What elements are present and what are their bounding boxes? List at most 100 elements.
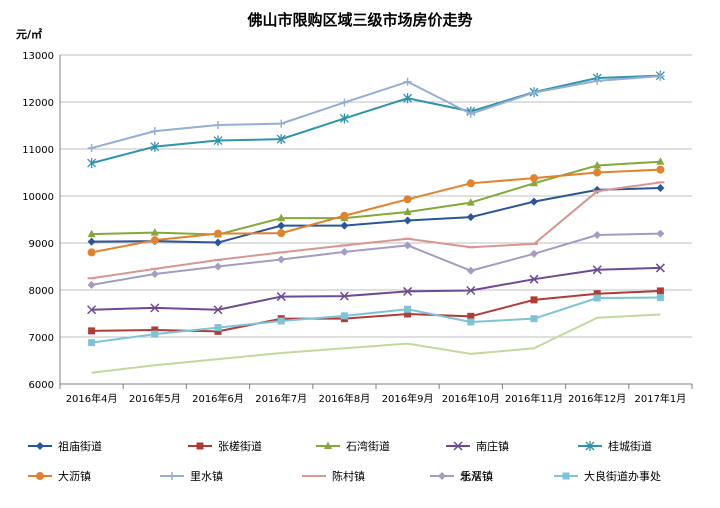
legend-marker: [438, 472, 446, 480]
x-tick-label: 2016年7月: [255, 392, 307, 405]
data-point: [403, 207, 412, 215]
data-point: [656, 157, 665, 165]
series-9: [91, 313, 661, 374]
legend-item: 大沥镇: [28, 469, 91, 483]
x-tick-label: 2016年4月: [66, 392, 118, 405]
series-line: [91, 296, 661, 344]
data-point: [340, 98, 349, 107]
data-point: [403, 241, 412, 250]
x-tick-label: 2016年9月: [382, 392, 434, 405]
data-point: [213, 305, 223, 315]
y-tick-label: 11000: [22, 145, 54, 156]
data-point: [151, 326, 159, 334]
data-point: [150, 228, 159, 236]
legend-item: 乐从镇: [430, 469, 493, 483]
gridlines: [60, 54, 692, 385]
axes: 6000 7000 8000 9000 10000 11000 12000 13000 2016…: [22, 51, 693, 405]
y-tick-label: 7000: [29, 333, 54, 344]
data-point: [87, 305, 97, 315]
legend-marker: [585, 441, 595, 451]
legend-marker: [562, 472, 570, 480]
data-point: [656, 294, 664, 302]
series-line: [91, 313, 661, 374]
series-line: [91, 168, 661, 254]
data-point: [214, 238, 222, 247]
data-point: [592, 265, 602, 275]
data-point: [214, 121, 222, 130]
data-point: [593, 294, 601, 302]
y-tick-label: 6000: [29, 380, 54, 391]
data-point: [339, 291, 349, 301]
legend-label: 大沥镇: [58, 469, 91, 483]
data-point: [656, 184, 665, 193]
y-tick-label: 12000: [22, 98, 54, 109]
legend-item: 陈村镇: [302, 469, 365, 483]
series-line: [91, 232, 661, 286]
legend-label: 乐从镇: [460, 469, 493, 483]
series-line: [91, 289, 661, 333]
data-point: [150, 141, 160, 152]
data-point: [530, 296, 538, 304]
legend-label: 北滘镇: [460, 469, 493, 483]
data-point: [277, 221, 286, 230]
data-point: [403, 216, 412, 225]
data-point: [530, 174, 538, 183]
data-point: [87, 237, 96, 246]
data-point: [150, 270, 159, 279]
data-point: [214, 324, 222, 332]
chart-title: 佛山市限购区域三级市场房价走势: [246, 11, 472, 29]
data-point: [87, 280, 96, 289]
data-point: [403, 77, 412, 86]
data-point: [214, 229, 222, 238]
y-tick-label: 9000: [29, 239, 54, 250]
data-point: [530, 178, 538, 187]
data-point: [88, 327, 96, 335]
data-point: [530, 197, 538, 206]
data-point: [340, 221, 349, 230]
data-point: [339, 113, 349, 124]
data-point: [276, 134, 286, 145]
data-point: [276, 292, 286, 302]
data-point: [87, 158, 97, 169]
legend-marker: [36, 442, 44, 450]
series-line: [91, 181, 661, 280]
data-point: [277, 213, 286, 222]
data-point: [277, 255, 286, 264]
series-11: [88, 294, 664, 347]
legend-item: 石湾街道: [316, 439, 390, 453]
data-point: [656, 165, 665, 174]
x-tick-label: 2017年1月: [634, 392, 686, 405]
data-point: [214, 262, 222, 271]
legend-marker: [196, 442, 204, 450]
legend-label: 里水镇: [190, 469, 223, 483]
legend-item: 桂城街道: [578, 439, 652, 453]
data-point: [466, 109, 475, 118]
data-point: [466, 179, 475, 188]
data-point: [656, 287, 664, 295]
data-point: [277, 229, 286, 238]
x-tick-label: 2016年10月: [442, 392, 500, 405]
data-point: [529, 274, 539, 284]
data-point: [87, 248, 96, 257]
data-point: [466, 285, 476, 296]
series-line: [91, 75, 661, 150]
series-3: [87, 157, 665, 238]
legend-label: 桂城街道: [608, 439, 652, 453]
x-tick-label: 2016年5月: [129, 392, 181, 405]
data-point: [466, 213, 475, 222]
y-axis-unit-label: 元/㎡: [16, 27, 42, 41]
data-point: [530, 88, 538, 97]
y-tick-label: 8000: [29, 286, 54, 297]
series-line: [91, 74, 661, 165]
data-point: [593, 290, 601, 298]
legend-label: 陈村镇: [332, 469, 365, 483]
data-point: [88, 339, 96, 347]
legend-marker: [453, 441, 463, 451]
legend-label: 大良街道办事处: [584, 469, 661, 483]
y-tick-label: 10000: [22, 192, 54, 203]
data-point: [214, 327, 222, 335]
legend-item: 南庄镇: [446, 439, 509, 453]
data-point: [340, 312, 348, 320]
